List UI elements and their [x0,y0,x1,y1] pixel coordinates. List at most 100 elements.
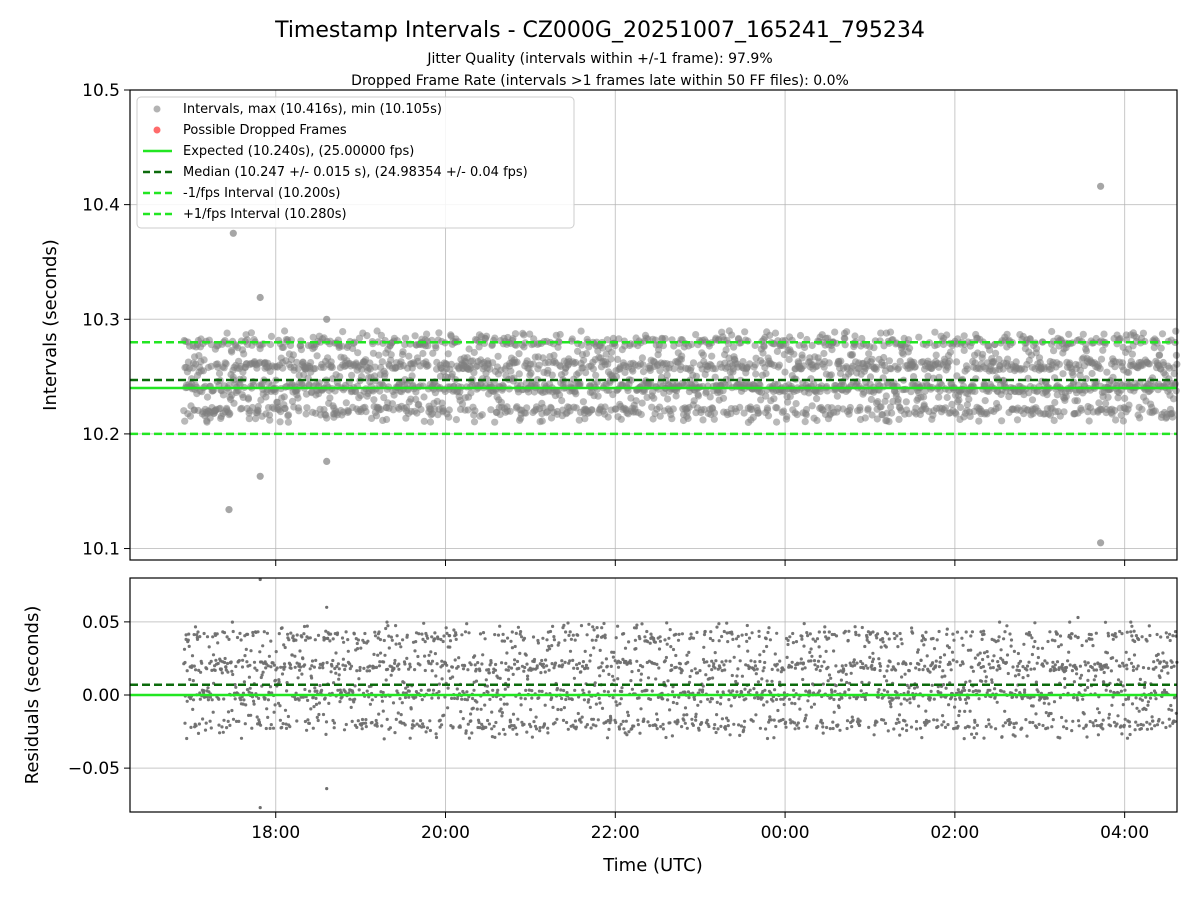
data-point [849,671,853,675]
data-point [388,400,396,408]
data-point [556,707,560,712]
data-point [669,663,674,668]
data-point [589,653,593,657]
data-point [542,722,547,726]
data-point [611,342,619,350]
data-point [694,712,698,716]
data-point [461,667,466,671]
data-point [260,673,264,677]
data-point [760,343,768,351]
data-point [945,627,949,631]
data-point [498,676,502,681]
data-point [357,677,361,681]
data-point [997,635,1001,639]
data-point [545,638,549,642]
data-point [688,674,692,679]
data-point [699,416,707,424]
intervals-x-ticks [275,560,1126,566]
data-point [882,674,887,679]
data-point [715,690,720,694]
data-point [802,622,806,626]
data-point [1145,360,1153,368]
data-point [874,398,882,406]
data-point [588,406,596,414]
data-point [921,387,929,395]
data-point [1041,723,1045,728]
data-point [979,350,987,358]
data-point [206,686,210,690]
data-point [962,737,966,741]
data-point [215,632,219,636]
data-point [851,718,855,722]
data-point [483,637,487,641]
data-point [428,719,432,723]
data-point [269,639,273,643]
outlier-point [323,457,331,465]
data-point [646,720,650,724]
data-point [305,624,309,628]
data-point [848,350,857,359]
data-point [511,727,515,731]
data-point [433,637,437,641]
data-point [1050,416,1058,425]
data-point [912,697,916,701]
data-point [286,714,290,719]
data-point [885,669,889,673]
data-point [655,712,659,716]
data-point [224,665,228,669]
data-point [433,631,437,635]
data-point [821,725,825,729]
data-point [896,357,904,365]
data-point [616,665,621,669]
data-point [1005,624,1009,628]
data-point [326,636,330,641]
data-point [892,631,896,636]
data-point [1032,667,1036,671]
data-point [1021,676,1025,680]
data-point [1027,660,1031,664]
data-point [183,721,187,725]
data-point [1016,664,1020,668]
data-point [713,651,717,655]
data-point [1045,661,1049,665]
data-point [658,635,662,639]
data-point [504,661,508,666]
data-point [837,357,845,365]
data-point [466,668,470,672]
data-point [591,625,595,629]
data-point [768,715,772,719]
data-point [1048,327,1056,336]
data-point [387,356,395,364]
data-point [657,647,662,651]
data-point [635,659,639,663]
data-point [334,651,338,655]
data-point [866,666,870,670]
data-point [840,696,844,700]
data-point [970,665,974,669]
data-point [577,327,585,335]
data-point [469,712,473,716]
data-point [796,721,800,725]
data-point [609,718,613,722]
data-point [739,358,747,366]
data-point [579,670,583,674]
data-point [882,688,886,692]
data-point [394,642,398,646]
data-point [530,696,534,700]
data-point [267,332,276,340]
data-point [820,363,828,371]
data-point [506,407,514,415]
data-point [813,416,821,425]
data-point [587,698,591,702]
data-point [778,659,782,663]
data-point [1170,370,1178,378]
data-point [801,418,809,426]
data-point [559,708,563,712]
data-point [661,697,665,701]
data-point [981,657,985,662]
data-point [813,663,817,667]
data-point [480,662,484,666]
data-point [324,720,329,724]
data-point [771,329,780,337]
data-point [698,669,702,673]
